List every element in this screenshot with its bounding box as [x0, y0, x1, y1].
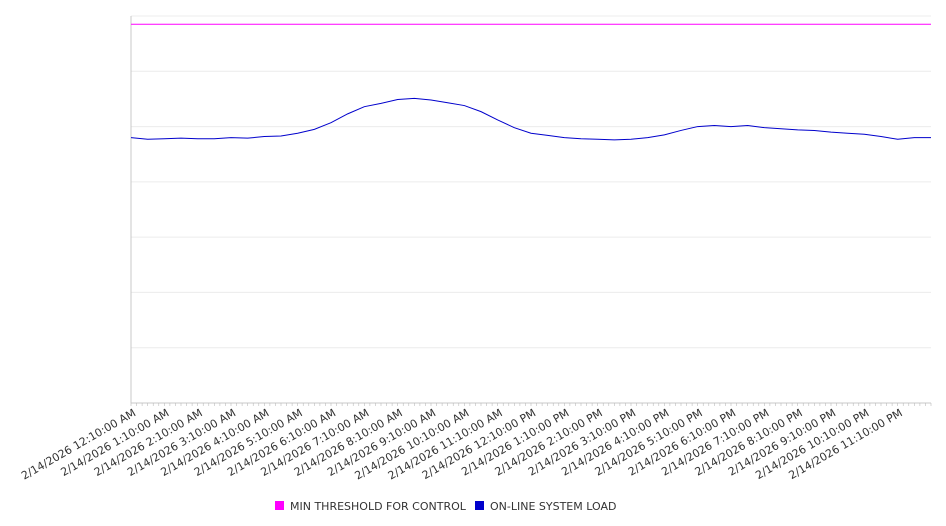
series-lines: [130, 23, 931, 141]
x-tick-labels: 2/14/2026 12:10:00 AM2/14/2026 1:10:00 A…: [19, 406, 905, 482]
x-axis-minor-ticks: [130, 403, 932, 406]
legend-label: ON-LINE SYSTEM LOAD: [490, 500, 616, 513]
legend-swatch: [275, 501, 284, 510]
grid-lines: [131, 15, 931, 349]
legend-swatch: [475, 501, 484, 510]
legend: MIN THRESHOLD FOR CONTROL ON-LINE SYSTEM …: [275, 500, 616, 513]
legend-label: MIN THRESHOLD FOR CONTROL: [290, 500, 467, 513]
series-line-system-load: [130, 97, 931, 141]
